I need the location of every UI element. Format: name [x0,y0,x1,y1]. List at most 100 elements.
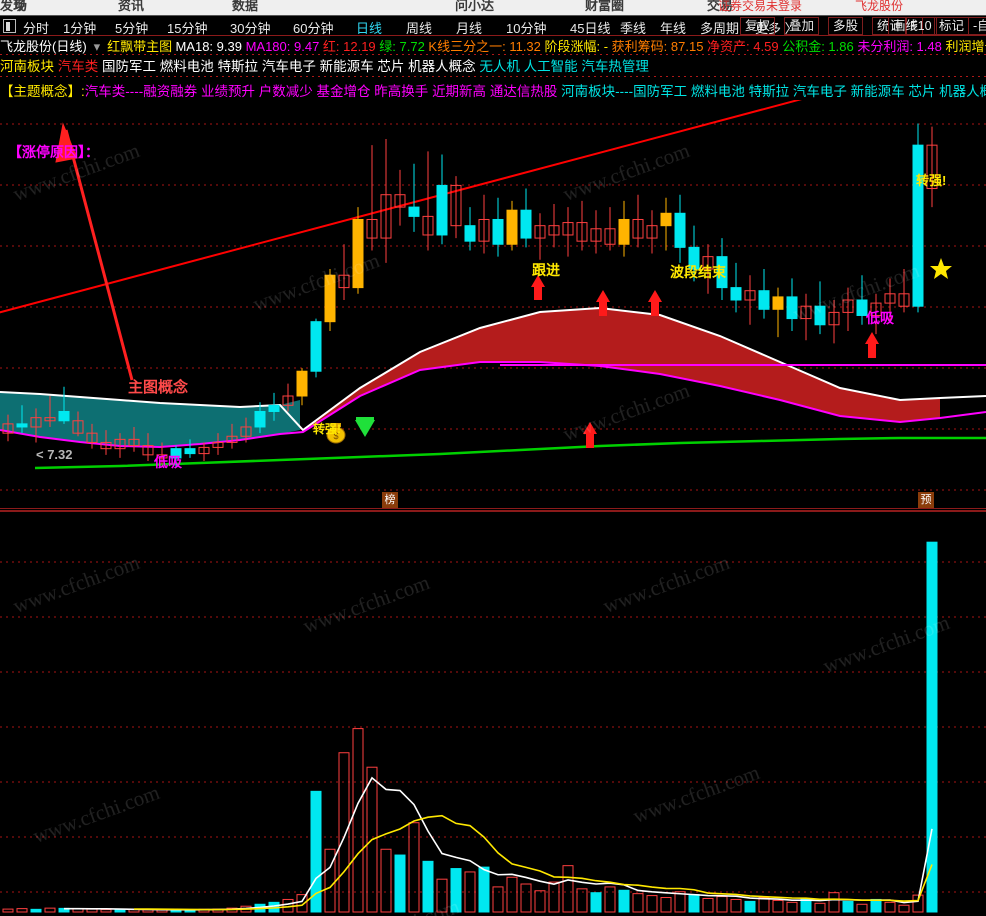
concept-tag[interactable]: 近期新高 [432,84,490,99]
btn-duogu[interactable]: 多股 [828,17,864,35]
concept-tag[interactable]: 河南板块 [0,59,58,74]
candle [86,423,98,449]
period-60min[interactable]: 60分钟 [293,21,334,36]
concept-tag[interactable]: 燃料电池 [159,59,218,74]
concept-tag[interactable]: 特斯拉 [217,59,262,74]
candle [408,163,420,232]
candle [436,154,448,245]
concept-tags-row-2[interactable]: 【主题概念】:汽车类----融资融券 业绩预升 户数减少 基金增仓 昨高换手 近… [0,80,986,100]
concept-tag[interactable]: 国防军工 [102,59,160,74]
stock-shortcut[interactable]: 飞龙股份 [855,0,904,13]
menu-item-discover[interactable]: 发现 [0,0,27,13]
period-daily[interactable]: 日线 [356,21,383,36]
period-fenshi[interactable]: 分时 [23,21,50,36]
volume-bar [828,892,840,913]
concept-tag[interactable]: 新能源车 [319,59,378,74]
concept-tags-row-1[interactable]: 河南板块 汽车类 国防军工 燃料电池 特斯拉 汽车电子 新能源车 芯片 机器人概… [0,55,986,74]
concept-tag[interactable]: 机器人概念 [939,84,986,99]
btn-biaoji[interactable]: 标记 [934,17,970,35]
concept-tag[interactable]: 业绩预升 [201,84,259,99]
trend-line-up [0,100,802,314]
period-monthly[interactable]: 月线 [456,21,483,36]
period-1min[interactable]: 1分钟 [63,21,97,36]
concept-tag[interactable]: 特斯拉 [748,84,793,99]
concept-tag[interactable]: 基金增仓 [316,84,375,99]
candle [590,210,602,254]
volume-bar [422,860,434,913]
volume-bar [646,895,658,913]
concept-tag[interactable]: 通达信热股 [489,84,562,99]
menu-item-wealth[interactable]: 财富圈 [585,0,625,13]
candle [576,200,588,251]
btn-f10[interactable]: F10 [905,17,937,35]
indicator-name[interactable]: 红飘带主图 [107,39,173,54]
volume-bar [604,886,616,913]
concept-tag[interactable]: 人工智能 [523,59,582,74]
volume-bar [884,901,896,913]
btn-diejia[interactable]: 叠加 [784,17,820,35]
menu-item-assistant[interactable]: 问小达 [455,0,495,13]
concept-tag[interactable]: 燃料电池 [690,84,749,99]
divider-dotted-2 [0,76,986,77]
menu-item-trade[interactable]: 交易 [707,0,734,13]
period-quarterly[interactable]: 季线 [620,21,647,36]
volume-bar [366,766,378,913]
period-multi[interactable]: 多周期 [700,21,740,36]
period-toolbar[interactable]: 分时 1分钟 5分钟 15分钟 30分钟 60分钟 日线 周线 月线 10分钟 … [0,16,986,36]
btn-zixuan[interactable]: -自 [968,17,986,35]
divider-dotted-1 [0,54,986,55]
concept-tag[interactable]: 汽车热管理 [581,59,649,74]
volume-bar [814,902,826,913]
login-status[interactable]: 证券交易未登录 [718,0,803,13]
info-field: 获利筹码: 87.15 [608,39,704,54]
axis-tag-bang[interactable]: 榜 [382,492,398,508]
concept-tag[interactable]: 芯片 [377,59,409,74]
concept-tag[interactable]: 汽车类 [57,59,103,74]
volume-bar [618,889,630,913]
follow-in-label: 跟进 [532,262,560,278]
period-5min[interactable]: 5分钟 [115,21,149,36]
stock-name[interactable]: 飞龙股份(日线) [0,39,87,54]
main-concept-arrow [55,122,134,381]
concept-tag[interactable]: 新能源车 [850,84,909,99]
app-menu-bar[interactable]: 场 资讯 数据 发现 问小达 财富圈 交易 证券交易未登录 飞龙股份 [0,0,986,16]
concept-tag[interactable]: 河南板块----国防军工 [561,84,691,99]
period-15min[interactable]: 15分钟 [167,21,208,36]
concept-tag[interactable]: 机器人概念 [408,59,480,74]
menu-item-news[interactable]: 资讯 [118,0,145,13]
concept-tag[interactable]: 芯片 [908,84,940,99]
btn-fuquan[interactable]: 复权 [740,17,776,35]
candle [282,383,294,412]
menu-item-data[interactable]: 数据 [232,0,259,13]
info-field: MA180: 9.47 [241,39,320,54]
candle [352,207,364,294]
volume-bar [758,897,770,913]
candle [632,194,644,248]
concept-tag[interactable]: 户数减少 [258,84,317,99]
period-more[interactable]: 更多 〉 [755,21,798,36]
concept-tag[interactable]: 昨高换手 [374,84,433,99]
period-30min[interactable]: 30分钟 [230,21,271,36]
period-45day[interactable]: 45日线 [570,21,611,36]
menu-item-0[interactable]: 场 [14,0,28,13]
price-chart-panel[interactable]: $ www.cfchi.com www.cfchi.com www.cfchi.… [0,100,986,510]
volume-bar [702,897,714,913]
concept-tag[interactable]: 汽车电子 [792,84,851,99]
candle [142,433,154,462]
price-gridlines [0,123,986,491]
candle [16,405,28,434]
axis-tag-yu[interactable]: 预 [918,492,934,508]
layout-icon[interactable] [3,19,16,33]
period-weekly[interactable]: 周线 [406,21,433,36]
concept-tag[interactable]: 无人机 [479,59,524,74]
candle [44,396,56,427]
concept-tag[interactable]: 汽车类----融资融券 [84,84,201,99]
limit-reason-label: 【涨停原因】： [8,144,99,160]
volume-bar [464,871,476,913]
concept-tag[interactable]: 汽车电子 [261,59,320,74]
volume-bar [506,876,518,913]
period-10min[interactable]: 10分钟 [506,21,547,36]
volume-gridlines [0,561,986,893]
period-yearly[interactable]: 年线 [660,21,687,36]
volume-chart-panel[interactable]: www.cfchi.com www.cfchi.com www.cfchi.co… [0,512,986,916]
